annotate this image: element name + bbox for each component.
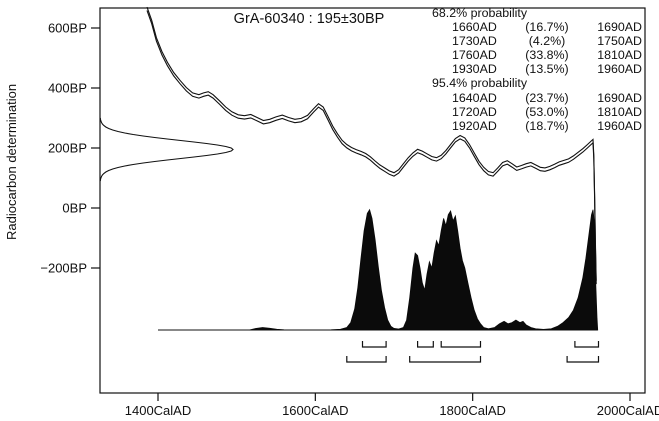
range-to: 1810AD [597,104,642,119]
y-axis-title: Radiocarbon determination [4,83,19,240]
range-95-bracket [409,356,482,363]
range-from: 1920AD [452,118,497,133]
probability-summary: 68.2% probability 1660AD (16.7%) 1690AD … [430,6,642,133]
calibration-curve-upper [146,6,597,281]
probability-95-header: 95.4% probability [432,76,528,91]
range-from: 1730AD [452,34,497,49]
range-pct: (23.7%) [525,90,569,105]
x-tick-label: 1400CalAD [125,403,192,418]
sample-title: GrA-60340 : 195±30BP [233,11,385,27]
range-from: 1720AD [452,104,497,119]
range-to: 1960AD [597,62,642,77]
range-pct: (4.2%) [528,34,566,49]
x-tick-label: 2000CalAD [597,403,659,418]
range-68-bracket [440,341,482,348]
range-pct: (16.7%) [525,20,569,35]
range-to: 1960AD [597,118,642,133]
probability-range-row: 1640AD (23.7%) 1690AD [430,91,642,105]
probability-range-row: 1920AD (18.7%) 1960AD [430,119,642,133]
y-tick-label: 200BP [48,141,87,156]
probability-68-header: 68.2% probability [432,6,528,20]
range-to: 1750AD [597,34,642,49]
range-to: 1690AD [597,90,642,105]
radiocarbon-likelihood-curve [99,117,234,182]
range-68-bracket [417,341,434,348]
y-tick-label: 0BP [62,201,87,216]
range-68-bracket [361,341,387,348]
x-tick-label: 1800CalAD [439,403,506,418]
x-tick-label: 1600CalAD [282,403,349,418]
range-from: 1660AD [452,20,497,35]
range-95-bracket [346,356,387,363]
range-to: 1810AD [597,48,642,63]
posterior-distribution [249,208,599,331]
range-pct: (13.5%) [525,62,569,77]
range-from: 1930AD [452,62,497,77]
range-pct: (18.7%) [525,118,569,133]
y-tick-label: 600BP [48,21,87,36]
probability-range-row: 1730AD (4.2%) 1750AD [430,34,642,48]
range-to: 1690AD [597,20,642,35]
range-68-bracket [574,341,600,348]
probability-range-row: 1760AD (33.8%) 1810AD [430,48,642,62]
probability-range-row: 1720AD (53.0%) 1810AD [430,105,642,119]
range-pct: (53.0%) [525,104,569,119]
range-pct: (33.8%) [525,48,569,63]
range-from: 1760AD [452,48,497,63]
probability-range-row: 1660AD (16.7%) 1690AD [430,20,642,34]
calibration-curve-lower [146,10,597,285]
probability-range-row: 1930AD (13.5%) 1960AD [430,62,642,76]
range-95-bracket [566,356,600,363]
y-tick-label: −200BP [40,261,87,276]
y-tick-label: 400BP [48,81,87,96]
plot-frame [99,7,646,394]
range-from: 1640AD [452,90,497,105]
